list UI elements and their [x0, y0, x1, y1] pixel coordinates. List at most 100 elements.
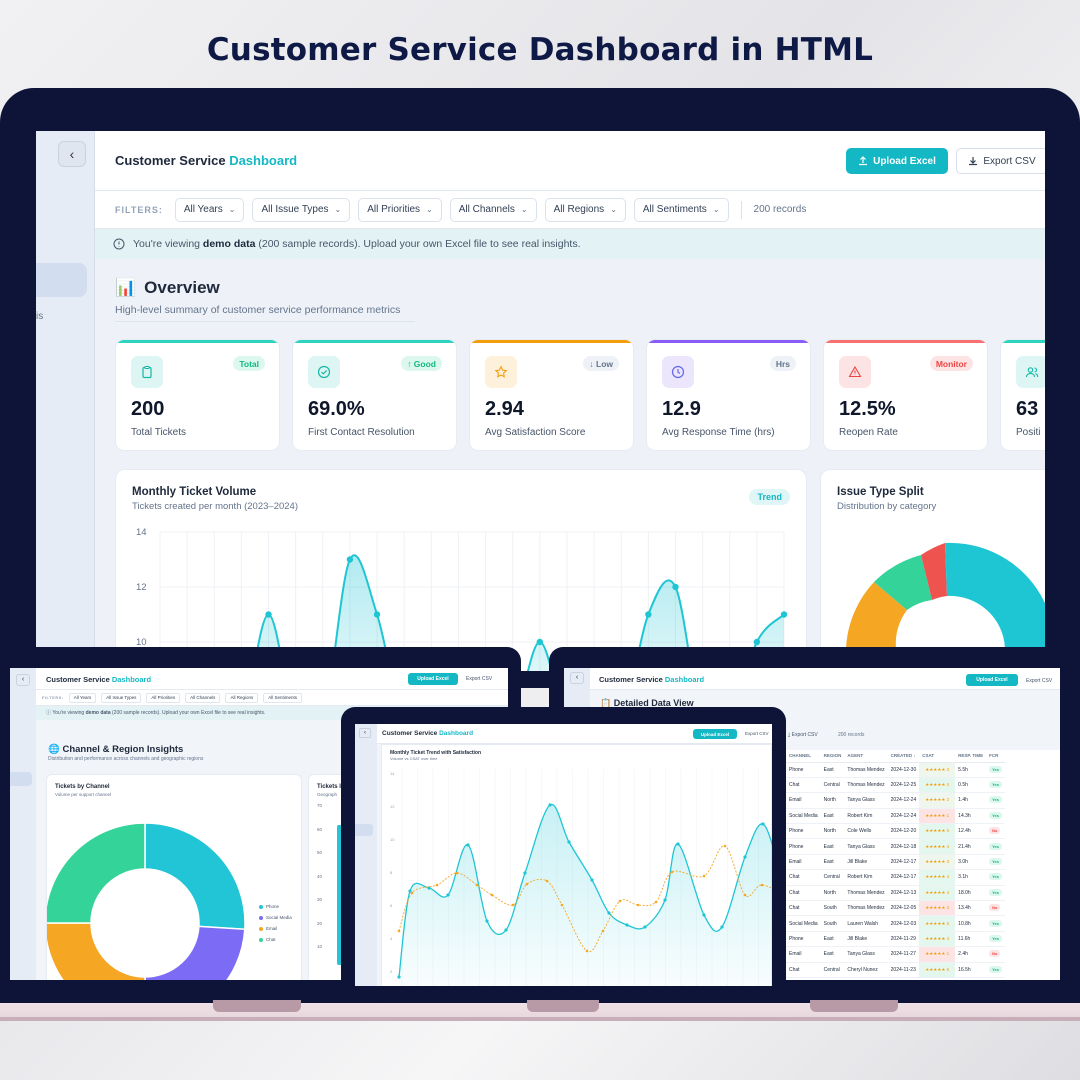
banner-text: You're viewing demo data (200 sample rec… — [133, 238, 581, 250]
channel-donut-chart — [47, 822, 246, 980]
kpi-value: 63 — [1016, 398, 1039, 420]
clipboard-icon — [131, 356, 163, 388]
sidebar-collapse-button[interactable]: ‹ — [58, 141, 86, 167]
upload-excel-button[interactable]: Upload Excel — [693, 729, 737, 739]
csat-rating: ★★★★★ 5 — [922, 826, 953, 836]
filter-issue-types[interactable]: All Issue Types ⌄ — [252, 197, 351, 222]
sidebar-collapse-button[interactable]: ‹ — [570, 672, 584, 684]
upload-excel-button[interactable]: Upload Excel — [408, 673, 458, 685]
app-title-accent: Dashboard — [229, 153, 298, 168]
y-tick-label: 8 — [390, 870, 393, 875]
banner-prefix: You're viewing — [133, 238, 200, 250]
overview-title: Overview — [144, 278, 220, 297]
export-csv-button[interactable]: Export CSV — [1026, 678, 1053, 684]
table-cell: ★★★★★ 5 — [919, 823, 956, 840]
fcr-badge: Yes — [989, 811, 1003, 819]
sidebar-collapse-button[interactable]: ‹ — [359, 728, 371, 738]
filter-regions[interactable]: All Regions — [225, 692, 259, 703]
export-csv-button[interactable]: Export CSV — [466, 676, 493, 682]
kpi-card-first-contact-resolution: ↑ Good 69.0% First Contact Resolution — [292, 339, 457, 451]
fcr-badge: Yes — [989, 842, 1003, 850]
table-row[interactable]: Phone East Tanya Glass 2024-12-18 ★★★★★ 4 21.… — [786, 838, 1006, 855]
table-row[interactable]: Phone North Cole Wells 2024-12-20 ★★★★★ 5 12.… — [786, 823, 1006, 840]
banner-bold: demo data — [202, 238, 256, 250]
table-cell: Tanya Glass — [844, 946, 888, 963]
issue-type-card: Issue Type Split Distribution by categor… — [820, 469, 1045, 671]
column-header[interactable]: AGENT — [844, 750, 888, 763]
table-row[interactable]: Email East Jill Blake 2024-12-17 ★★★★★ 3 3.0h… — [786, 854, 1006, 871]
sidebar-item-active[interactable] — [355, 824, 373, 836]
hero-title: Customer Service Dashboard in HTML — [206, 32, 874, 68]
filter-issue-types[interactable]: All Issue Types — [101, 692, 142, 703]
table-cell: Tanya Glass — [844, 792, 888, 809]
kpi-badge: Hrs — [769, 356, 796, 371]
clock-icon — [662, 356, 694, 388]
volume-point — [427, 886, 431, 890]
chevron-down-icon: ⌄ — [334, 205, 342, 214]
column-header[interactable]: RESP. TIME — [955, 750, 987, 763]
filter-sentiments[interactable]: All Sentiments ⌄ — [633, 197, 729, 222]
trend-chart: 14 12 10 8 6 4 2 — [390, 769, 772, 986]
header: Customer Service Dashboard Upload Excel … — [95, 131, 1045, 191]
upload-excel-button[interactable]: Upload Excel — [846, 148, 948, 174]
filter-priorities[interactable]: All Priorities — [146, 692, 181, 703]
trend-badge: Trend — [749, 489, 790, 505]
export-csv-button[interactable]: Export CSV — [956, 148, 1045, 174]
kpi-badge: Monitor — [929, 356, 973, 371]
filter-regions[interactable]: All Regions ⌄ — [544, 197, 626, 222]
y-tick-label: 14 — [136, 527, 147, 538]
chevron-down-icon: ⌄ — [228, 205, 236, 214]
data-point — [373, 611, 381, 618]
table-cell: 16.5h — [955, 962, 987, 978]
table-row[interactable]: Social Media East Robert Kim 2024-12-24 ★★★★… — [786, 808, 1006, 825]
donut-slice — [874, 555, 932, 610]
upload-excel-button[interactable]: Upload Excel — [966, 674, 1018, 686]
table-row[interactable]: Chat Central Robert Kim 2024-12-17 ★★★★★ 4 3.… — [786, 869, 1006, 886]
star-icon — [485, 356, 517, 388]
table-cell: Chat — [786, 885, 821, 902]
filter-sentiments[interactable]: All Sentiments — [263, 692, 302, 703]
data-point — [645, 611, 652, 618]
column-header[interactable]: FCR — [986, 750, 1006, 763]
legend-swatch — [259, 937, 263, 942]
export-csv-button[interactable]: Export CSV — [745, 731, 769, 736]
filter-channels[interactable]: All Channels — [185, 692, 221, 703]
column-header[interactable]: CHANNEL — [786, 750, 821, 763]
card-title: Tickets by Channel — [55, 784, 110, 790]
y-axis: 70 60 50 40 30 20 10 — [317, 803, 331, 968]
table-cell: ★★★★★ 4 — [919, 885, 956, 902]
filter-label: All Years — [183, 204, 223, 215]
table-row[interactable]: Phone East Jill Blake 2024-11-29 ★★★★★ 4 11.6… — [786, 931, 1006, 948]
table-row[interactable]: Social Media South Lauren Walsh 2024-12-03 ★… — [786, 915, 1006, 932]
table-cell: Email — [786, 946, 821, 963]
export-csv-button[interactable]: ⤓ Export CSV — [788, 732, 818, 738]
table-row[interactable]: Chat Central Thomas Mendez 2024-12-25 ★★★★★ … — [786, 777, 1006, 794]
overview-heading: 📊 Overview — [115, 278, 220, 298]
kpi-value: 12.9 — [662, 398, 701, 420]
volume-point — [590, 878, 594, 882]
filter-channels[interactable]: All Channels ⌄ — [449, 197, 537, 222]
table-row[interactable]: Email North Tanya Glass 2024-12-24 ★★★★★ 3 1.… — [786, 792, 1006, 809]
column-header[interactable]: REGION — [820, 750, 845, 763]
filter-years[interactable]: All Years — [68, 692, 97, 703]
sidebar-item-active[interactable] — [36, 263, 87, 297]
filter-priorities[interactable]: All Priorities ⌄ — [358, 197, 442, 222]
table-cell: 2.4h — [955, 946, 987, 963]
column-header[interactable]: CSAT — [919, 750, 956, 763]
filter-years[interactable]: All Years ⌄ — [174, 197, 245, 222]
sidebar: ‹ — [355, 724, 377, 986]
sidebar-item-active[interactable] — [10, 772, 32, 786]
sidebar-collapse-button[interactable]: ‹ — [16, 674, 30, 686]
column-header[interactable]: CREATED ↓ — [887, 750, 920, 763]
table-cell: Yes — [986, 915, 1006, 932]
table-cell: Email — [786, 792, 821, 809]
table-cell: 10.8h — [955, 915, 987, 932]
y-tick-label: 20 — [317, 920, 323, 926]
legend-label: Phone — [266, 904, 280, 909]
table-row[interactable]: Chat Central Cheryl Nunez 2024-11-23 ★★★★★ 5… — [786, 962, 1006, 978]
alert-triangle-icon — [839, 356, 871, 388]
table-row[interactable]: Email East Tanya Glass 2024-11-27 ★★★★★ 1 2.4… — [786, 946, 1006, 963]
